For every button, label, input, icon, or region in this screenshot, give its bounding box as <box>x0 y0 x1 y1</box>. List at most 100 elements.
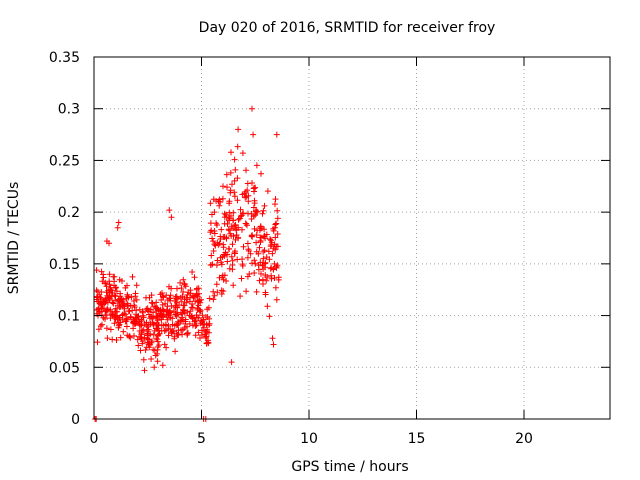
data-point <box>227 187 234 194</box>
data-point <box>275 276 282 283</box>
data-point <box>147 321 154 328</box>
data-point <box>158 297 165 303</box>
data-point <box>106 240 112 247</box>
data-point <box>197 317 204 324</box>
data-point <box>96 300 103 307</box>
data-point <box>120 328 127 335</box>
data-point <box>230 217 236 224</box>
data-point <box>115 324 122 331</box>
data-point <box>173 293 180 300</box>
data-point <box>151 303 158 310</box>
data-point <box>148 356 155 362</box>
data-point <box>223 171 230 178</box>
data-point <box>184 323 190 330</box>
data-point <box>103 325 110 332</box>
data-point <box>244 254 251 261</box>
y-tick-label: 0 <box>71 412 80 428</box>
data-point <box>97 294 104 301</box>
data-point <box>141 334 148 341</box>
data-point <box>264 303 271 310</box>
data-point <box>147 341 154 348</box>
data-points <box>92 105 282 422</box>
data-point <box>264 188 271 195</box>
data-point <box>240 243 247 250</box>
data-point <box>234 175 241 182</box>
data-point <box>251 225 258 232</box>
data-point <box>228 213 234 219</box>
data-point <box>162 300 169 307</box>
data-point <box>187 287 194 294</box>
data-point <box>100 274 107 281</box>
data-point <box>250 131 257 138</box>
data-point <box>135 342 142 349</box>
data-point <box>218 287 225 294</box>
data-point <box>269 250 276 257</box>
data-point <box>226 200 233 207</box>
data-point <box>225 226 232 233</box>
data-point <box>111 273 118 280</box>
data-point <box>220 234 227 241</box>
data-point <box>256 244 263 251</box>
data-point <box>172 304 179 310</box>
data-point <box>199 312 206 319</box>
data-point <box>245 246 252 253</box>
y-tick-label: 0.35 <box>49 50 80 66</box>
data-point <box>177 279 184 286</box>
data-point <box>263 254 270 261</box>
data-point <box>254 208 261 215</box>
data-point <box>252 212 259 219</box>
data-point <box>167 309 174 316</box>
data-point <box>143 344 150 351</box>
x-tick-label: 5 <box>197 431 206 447</box>
data-point <box>204 306 211 313</box>
data-point <box>253 288 260 295</box>
data-point <box>174 321 181 328</box>
data-point <box>183 299 190 306</box>
data-point <box>169 315 176 322</box>
data-point <box>273 220 280 227</box>
data-point <box>133 282 140 289</box>
data-point <box>124 293 131 300</box>
data-point <box>263 277 270 284</box>
data-point <box>270 341 277 348</box>
data-point <box>93 267 100 274</box>
data-point <box>102 279 109 286</box>
data-point <box>96 308 103 315</box>
data-point <box>244 222 250 229</box>
data-point <box>239 256 246 263</box>
data-point <box>162 322 169 328</box>
data-point <box>236 215 243 222</box>
data-point <box>272 201 278 208</box>
data-point <box>243 288 250 295</box>
x-axis-label: GPS time / hours <box>291 459 408 475</box>
data-point <box>261 202 268 209</box>
data-point <box>189 304 196 311</box>
y-tick-label: 0.3 <box>58 102 80 118</box>
data-point <box>122 318 129 325</box>
y-tick-label: 0.15 <box>49 257 80 273</box>
data-point <box>214 222 220 228</box>
data-point <box>221 210 228 217</box>
data-point <box>133 296 140 303</box>
data-point <box>161 341 168 348</box>
data-point <box>119 278 125 284</box>
data-point <box>248 216 255 222</box>
data-point <box>180 276 187 283</box>
data-point <box>213 281 220 288</box>
data-point <box>239 226 245 233</box>
data-point <box>242 194 249 201</box>
data-point <box>163 311 170 318</box>
x-tick-label: 10 <box>300 431 318 447</box>
data-point <box>94 288 101 295</box>
data-point <box>98 268 105 275</box>
data-point <box>237 206 244 213</box>
data-point <box>122 284 129 291</box>
y-tick-label: 0.2 <box>58 205 80 221</box>
data-point <box>159 293 166 300</box>
data-point <box>122 311 129 318</box>
data-point <box>178 318 185 325</box>
axis-ticks <box>93 56 610 420</box>
data-point <box>273 243 280 250</box>
data-point <box>178 285 185 292</box>
